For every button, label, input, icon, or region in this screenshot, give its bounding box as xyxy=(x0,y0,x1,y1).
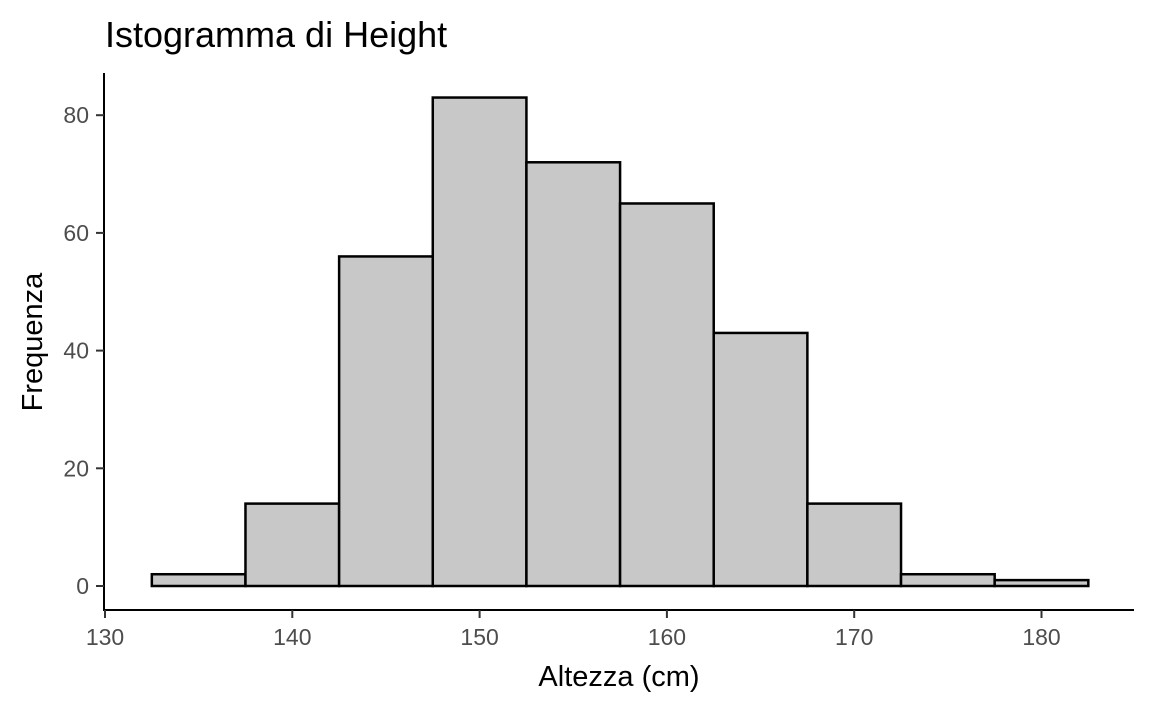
x-tick-label: 150 xyxy=(460,624,498,650)
histogram-bar-9 xyxy=(993,578,1090,588)
y-tick-label: 80 xyxy=(63,102,89,128)
x-tick-label: 170 xyxy=(835,624,873,650)
histogram-bar-6 xyxy=(712,331,809,588)
histogram-bar-8 xyxy=(899,572,996,588)
bars-group xyxy=(150,96,1090,588)
x-axis-label: Altezza (cm) xyxy=(538,661,699,693)
y-axis-ticks: 0 20 40 60 80 xyxy=(63,102,104,599)
histogram-bar-5 xyxy=(618,202,715,588)
histogram-bar-7 xyxy=(806,502,903,588)
y-tick-label: 0 xyxy=(76,573,89,599)
chart-title: Istogramma di Height xyxy=(105,14,447,55)
histogram-bar-3 xyxy=(431,96,528,588)
y-tick-label: 20 xyxy=(63,455,89,481)
x-axis-ticks: 130 140 150 160 170 180 xyxy=(86,610,1061,650)
y-tick-label: 40 xyxy=(63,338,89,364)
y-tick-label: 60 xyxy=(63,220,89,246)
x-tick-label: 140 xyxy=(273,624,311,650)
x-tick-label: 160 xyxy=(648,624,686,650)
histogram-bar-4 xyxy=(525,161,622,588)
x-tick-label: 130 xyxy=(86,624,124,650)
histogram-bar-1 xyxy=(244,502,341,588)
histogram-bar-2 xyxy=(337,255,435,588)
histogram-bar-0 xyxy=(150,572,247,588)
x-tick-label: 180 xyxy=(1022,624,1060,650)
y-axis-label: Frequenza xyxy=(17,272,49,412)
